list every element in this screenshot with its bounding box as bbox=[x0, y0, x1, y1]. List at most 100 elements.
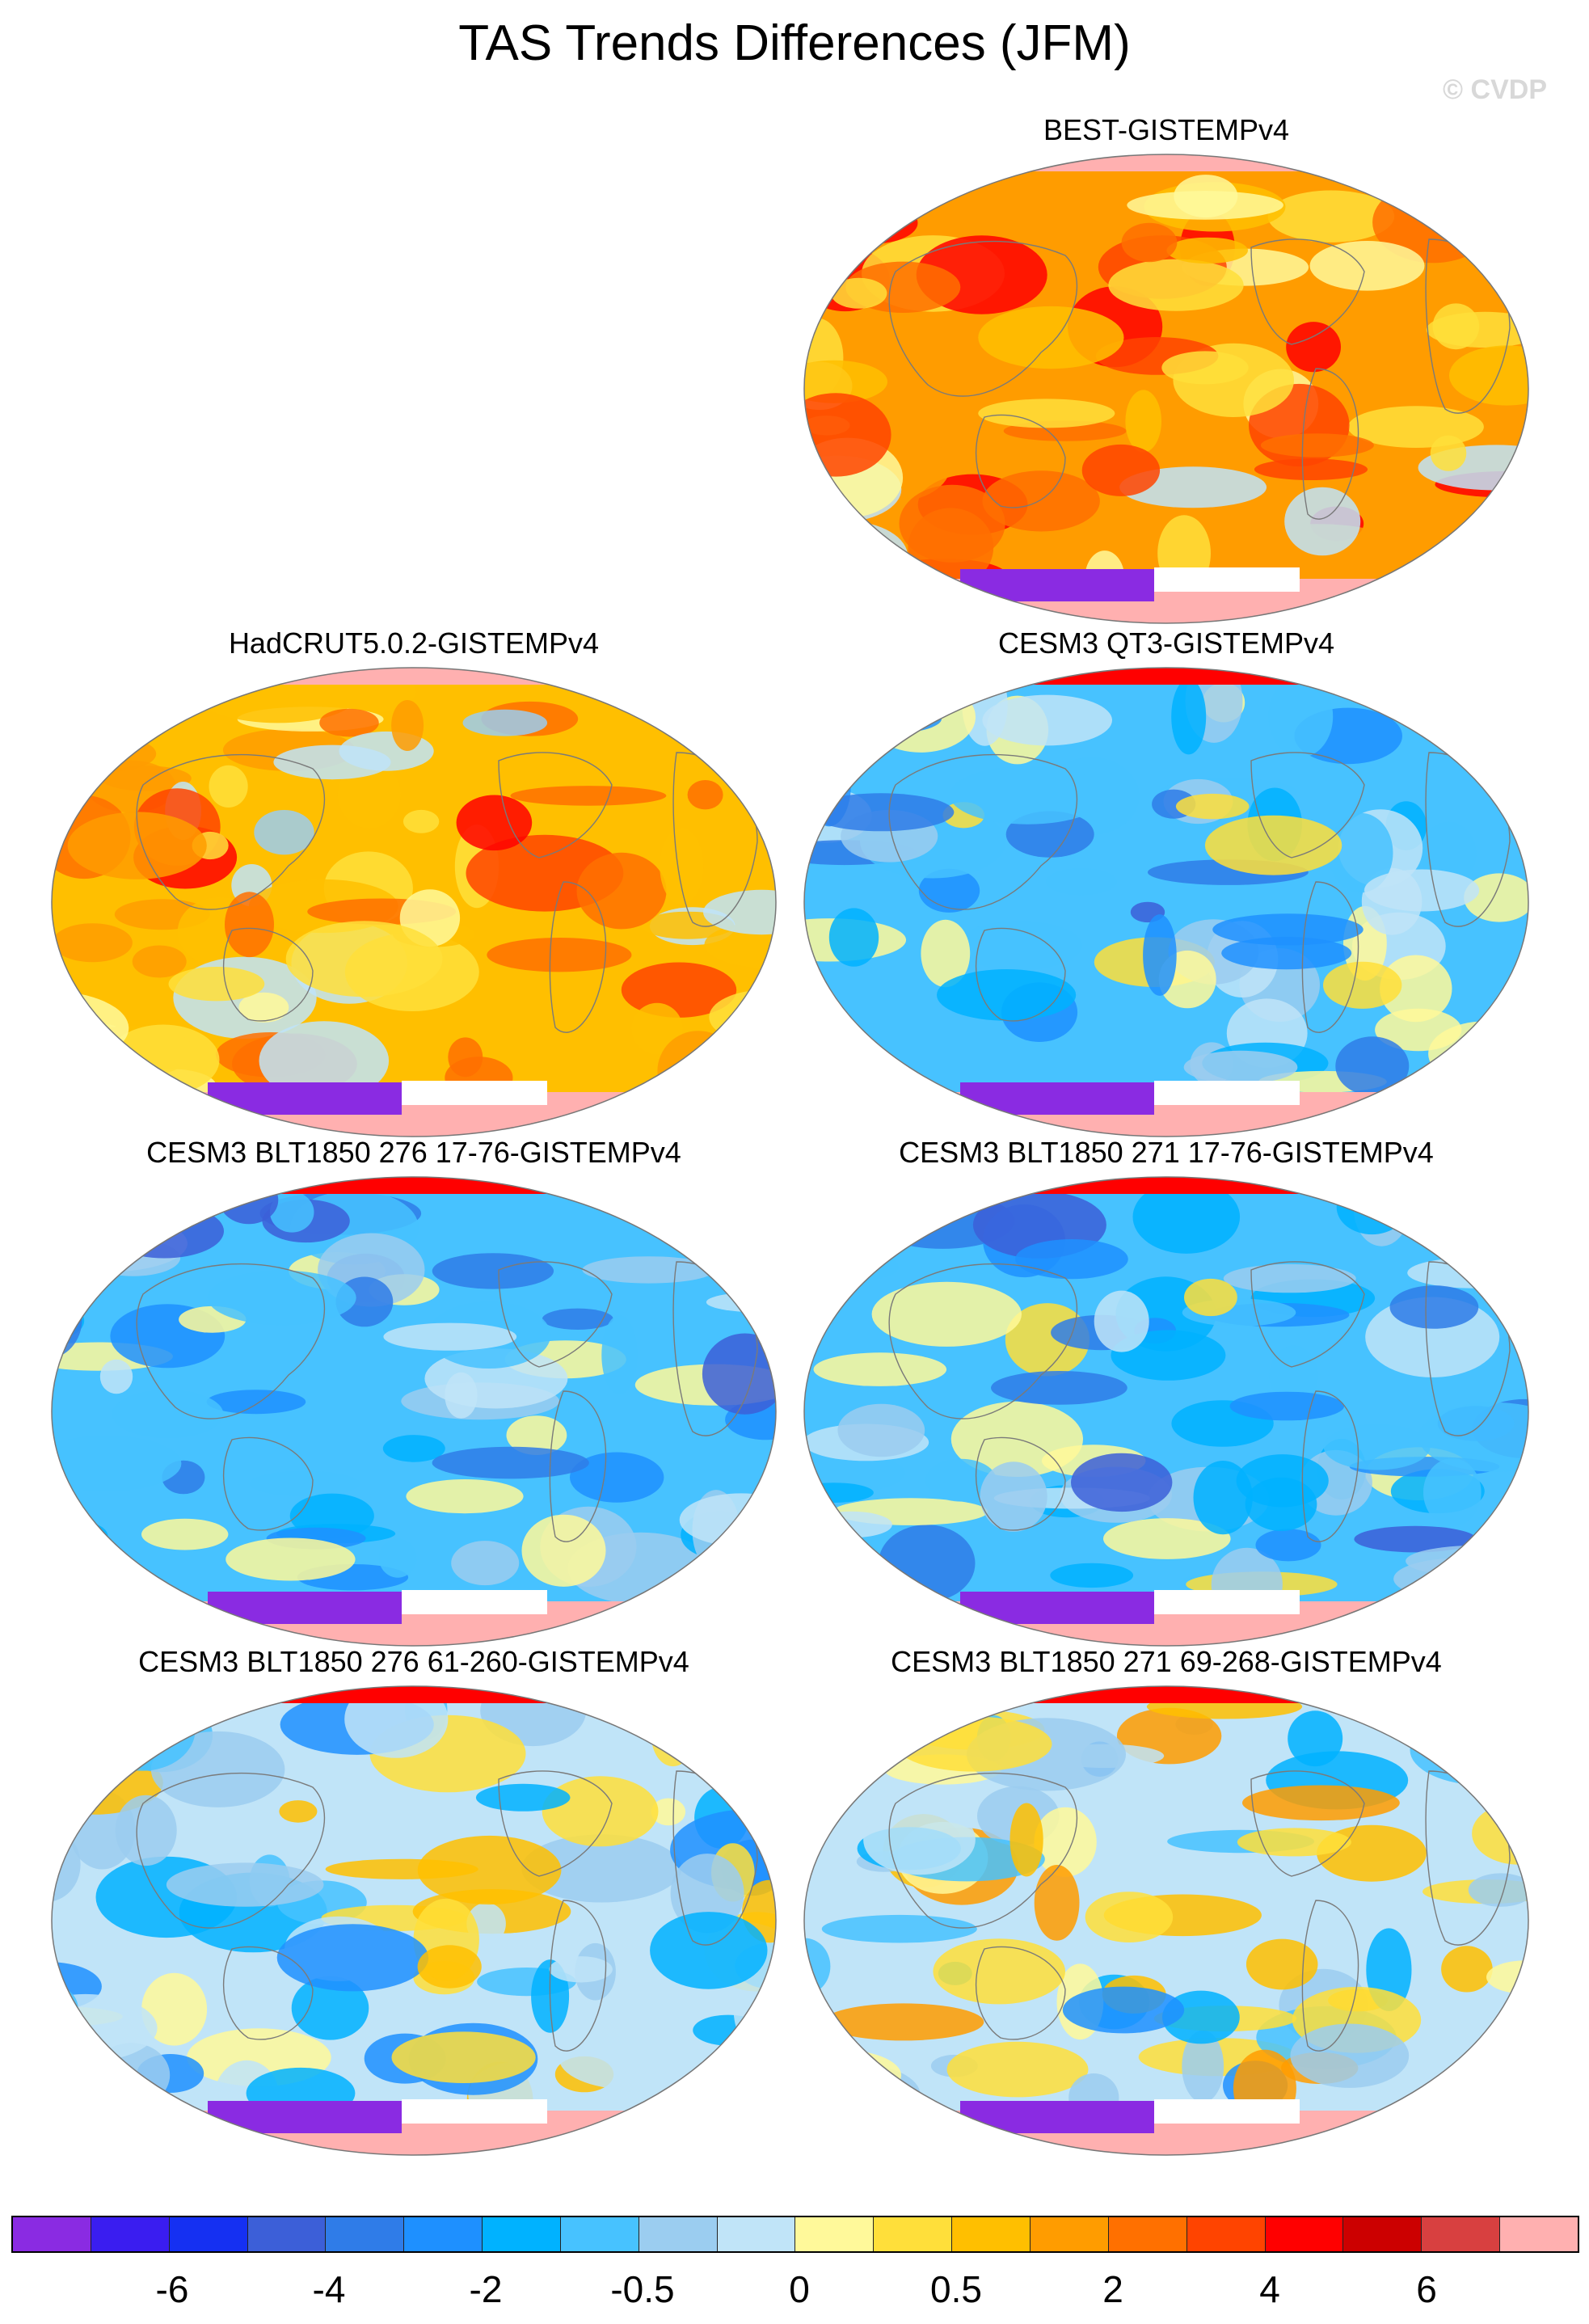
map-field-patch bbox=[828, 192, 889, 239]
coastline bbox=[222, 927, 314, 1022]
map-field-patch bbox=[225, 1537, 356, 1581]
map-field-patch bbox=[279, 1800, 318, 1823]
coastline bbox=[1301, 368, 1359, 520]
map-field-patch bbox=[821, 1914, 977, 1943]
map-field-patch bbox=[382, 1435, 445, 1462]
coastline bbox=[1301, 1390, 1359, 1542]
coastline bbox=[975, 1436, 1066, 1531]
map-field-patch bbox=[1399, 171, 1528, 192]
map-field-patch bbox=[1245, 1477, 1317, 1531]
coastline bbox=[1250, 1770, 1365, 1877]
map-field-patch bbox=[259, 1021, 390, 1101]
map-field-patch bbox=[631, 1002, 683, 1055]
map-field-patch bbox=[61, 736, 157, 772]
panel-title: CESM3 BLT1850 271 17-76-GISTEMPv4 bbox=[899, 1136, 1434, 1169]
map-field-patch bbox=[391, 2031, 536, 2083]
map-field-patch bbox=[1335, 1036, 1410, 1096]
map-field-patch bbox=[650, 1912, 768, 1989]
map-panel-blt1850-276-17-76: CESM3 BLT1850 276 17-76-GISTEMPv4 bbox=[46, 1136, 782, 1653]
colorbar-swatch bbox=[13, 2217, 91, 2251]
map-field-patch bbox=[978, 306, 1124, 369]
map-field-patch bbox=[582, 1256, 716, 1284]
map-field-patch bbox=[1309, 241, 1425, 291]
map-field-patch bbox=[1430, 435, 1467, 471]
coastline bbox=[888, 753, 1078, 910]
colorbar-swatch bbox=[1265, 2217, 1344, 2251]
map-field-patch bbox=[1269, 1345, 1318, 1406]
map-field-patch bbox=[112, 1390, 224, 1438]
map-field-patch bbox=[831, 277, 887, 309]
map-blt1850-271-69-268 bbox=[803, 1685, 1529, 2156]
map-field-patch bbox=[1127, 191, 1283, 220]
copyright-watermark: © CVDP bbox=[1443, 74, 1547, 105]
map-border bbox=[803, 667, 1529, 1137]
map-field-patch bbox=[141, 1972, 208, 2046]
colorbar-swatch bbox=[91, 2217, 170, 2251]
map-field-patch bbox=[558, 2026, 700, 2090]
map-border bbox=[51, 1685, 777, 2156]
map-field-patch bbox=[1254, 458, 1368, 480]
map-field-patch bbox=[1290, 2023, 1410, 2088]
map-panel-best: BEST-GISTEMPv4 bbox=[799, 113, 1534, 631]
map-field-patch bbox=[542, 1308, 613, 1330]
map-field-patch bbox=[521, 1834, 682, 1903]
panel-title: CESM3 BLT1850 276 61-260-GISTEMPv4 bbox=[138, 1645, 689, 1678]
arctic-band bbox=[52, 1177, 776, 1194]
map-best bbox=[803, 154, 1529, 624]
map-field-patch bbox=[141, 1518, 229, 1550]
map-field-patch bbox=[639, 1196, 675, 1225]
coastline bbox=[549, 1390, 607, 1542]
colorbar-tick-label: 0.5 bbox=[930, 2268, 982, 2310]
colorbar-swatch bbox=[1108, 2217, 1187, 2251]
map-field-patch bbox=[391, 700, 424, 751]
map-field-patch bbox=[956, 921, 1082, 970]
map-field-patch bbox=[133, 1697, 221, 1729]
colorbar-swatch bbox=[795, 2217, 875, 2251]
map-border bbox=[803, 1685, 1529, 2156]
colorbar-swatch bbox=[639, 2217, 718, 2251]
map-field-patch bbox=[132, 945, 187, 978]
map-field-patch bbox=[1094, 1290, 1149, 1352]
map-field-patch bbox=[1171, 678, 1207, 755]
map-field-patch bbox=[1229, 1391, 1345, 1421]
map-field-patch bbox=[1323, 1424, 1431, 1470]
map-field-patch bbox=[206, 1390, 306, 1415]
map-field-patch bbox=[1468, 1873, 1528, 1907]
map-field-patch bbox=[576, 852, 667, 930]
map-field-patch bbox=[1182, 2030, 1224, 2103]
coastline bbox=[1301, 881, 1359, 1033]
map-hadcrut bbox=[51, 667, 777, 1137]
map-field-patch bbox=[276, 1924, 429, 1992]
map-field-patch bbox=[810, 1511, 892, 1538]
map-field-patch bbox=[52, 1436, 182, 1491]
coastline bbox=[498, 1770, 613, 1877]
coastline bbox=[136, 753, 326, 910]
colorbar-swatch bbox=[560, 2217, 639, 2251]
coastline bbox=[975, 927, 1066, 1022]
map-field-patch bbox=[980, 1461, 1047, 1532]
map-field-patch bbox=[1034, 1807, 1097, 1877]
map-field-patch bbox=[1204, 815, 1342, 875]
map-cesm3-qt3 bbox=[803, 667, 1529, 1137]
map-field-patch bbox=[1184, 1278, 1237, 1317]
coastline bbox=[222, 1436, 314, 1531]
map-field-patch bbox=[379, 1538, 417, 1578]
map-field-patch bbox=[863, 1804, 976, 1875]
map-field-patch bbox=[1467, 542, 1515, 576]
map-field-patch bbox=[254, 810, 314, 855]
coastline bbox=[888, 1263, 1078, 1419]
map-field-patch bbox=[383, 1322, 517, 1351]
map-field-patch bbox=[1454, 704, 1528, 725]
map-field-patch bbox=[1435, 154, 1528, 226]
coastline bbox=[1250, 752, 1365, 858]
map-field-patch bbox=[1436, 172, 1521, 216]
map-field-patch bbox=[1175, 793, 1250, 820]
map-field-patch bbox=[1143, 914, 1177, 996]
colorbar-tick-label: 4 bbox=[1259, 2268, 1280, 2310]
antarctic-patch bbox=[208, 1592, 402, 1624]
map-field-patch bbox=[1062, 1986, 1185, 2034]
colorbar-swatch bbox=[1343, 2217, 1423, 2251]
map-field-patch bbox=[104, 1204, 224, 1259]
map-field-patch bbox=[542, 1776, 659, 1847]
map-field-patch bbox=[1245, 1938, 1318, 1990]
